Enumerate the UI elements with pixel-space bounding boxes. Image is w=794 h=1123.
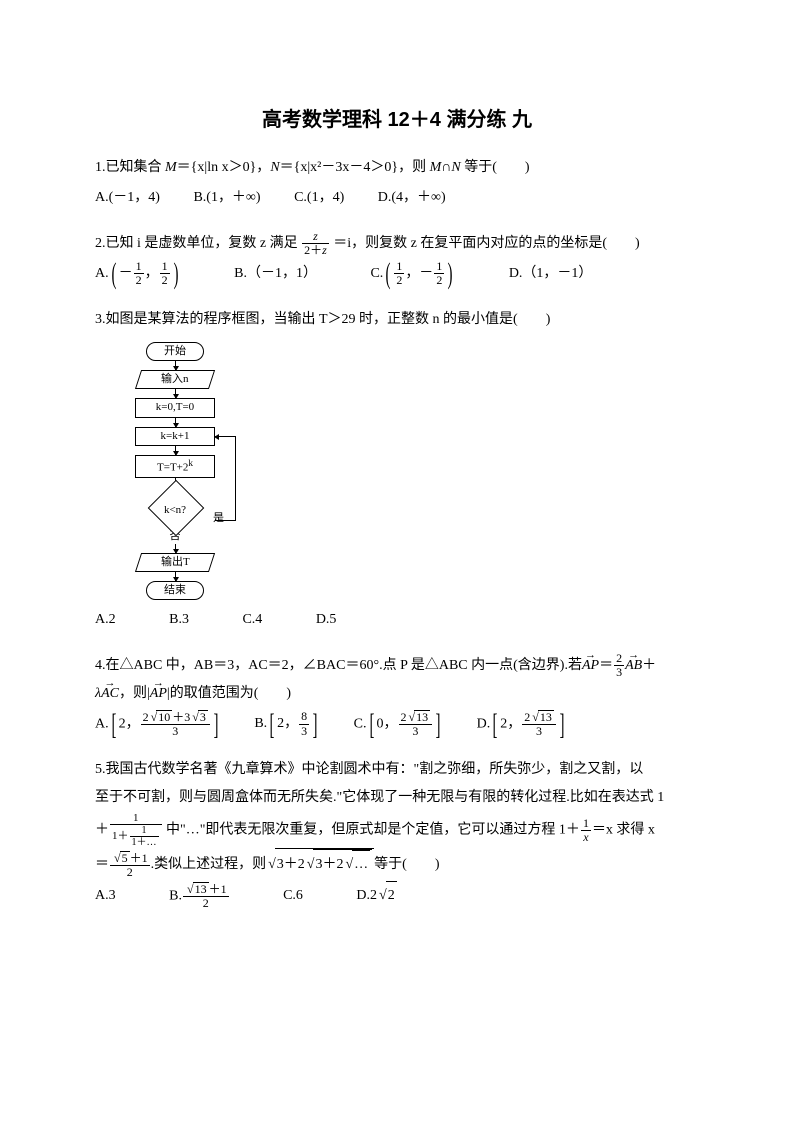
fc-start: 开始 — [146, 342, 204, 361]
q5-l4: ＝5＋12.类似上述过程，则3＋23＋2…等于( ) — [95, 848, 699, 879]
question-4: 4.在△ABC 中，AB＝3，AC＝2，∠BAC＝60°.点 P 是△ABC 内… — [95, 652, 699, 738]
text: ＝{x|ln x＞0}， — [177, 160, 271, 175]
fraction: z2＋z — [302, 230, 329, 257]
text: ＝{x|x²－3x－4＞0}，则 — [280, 160, 430, 175]
text: ＝i，则复数 z 在复平面内对应的点的坐标是( ) — [333, 236, 639, 251]
vector-AB: AB — [625, 652, 642, 680]
q5-options: A.3 B.13＋12 C.6 D.22 — [95, 881, 699, 910]
option-b: B.[2，83] — [254, 710, 320, 738]
q1-options: A.(－1，4) B.(1，＋∞) C.(1，4) D.(4，＋∞) — [95, 184, 699, 212]
option-c: C.(12，－12) — [370, 260, 455, 288]
q2-stem: 2.已知 i 是虚数单位，复数 z 满足 z2＋z ＝i，则复数 z 在复平面内… — [95, 230, 699, 258]
vector-AC: AC — [101, 680, 119, 708]
fc-output: 输出T — [135, 553, 215, 572]
option-a: A.[2，210＋333] — [95, 710, 221, 738]
arrow-icon — [175, 446, 176, 455]
nested-radical: 3＋23＋2… — [266, 848, 374, 879]
option-d: D.[2，2133] — [477, 710, 567, 738]
arrow-icon — [175, 544, 176, 553]
page-title: 高考数学理科 12＋4 满分练 九 — [95, 100, 699, 140]
fc-process-1: k=0,T=0 — [135, 398, 215, 417]
num: z — [302, 230, 329, 244]
fc-decision: k<n? — [148, 487, 202, 527]
fc-input: 输入n — [135, 370, 215, 389]
arrow-icon — [175, 389, 176, 398]
option-c: C.6 — [283, 882, 303, 910]
option-a: A.3 — [95, 882, 116, 910]
fc-process-2: k=k+1 — [135, 427, 215, 446]
option-d: D.（1，－1） — [509, 260, 593, 288]
option-a: A.2 — [95, 606, 116, 634]
q3-options: A.2 B.3 C.4 D.5 — [95, 606, 699, 634]
option-d: D.5 — [316, 606, 337, 634]
question-5: 5.我国古代数学名著《九章算术》中论割圆术中有："割之弥细，所失弥少，割之又割，… — [95, 756, 699, 910]
text: 1.已知集合 — [95, 160, 165, 175]
text: 2.已知 i 是虚数单位，复数 z 满足 — [95, 236, 298, 251]
question-1: 1.已知集合 M＝{x|ln x＞0}，N＝{x|x²－3x－4＞0}，则 M∩… — [95, 154, 699, 212]
option-c: C.4 — [242, 606, 262, 634]
text: ∩ — [441, 160, 451, 175]
text: 等于( ) — [461, 160, 530, 175]
var-M: M — [165, 160, 177, 175]
fc-end: 结束 — [146, 581, 204, 600]
option-c: C.(1，4) — [294, 184, 344, 212]
den: 2＋z — [302, 244, 329, 257]
page: 高考数学理科 12＋4 满分练 九 1.已知集合 M＝{x|ln x＞0}，N＝… — [0, 0, 794, 988]
fc-loop-anchor: k=k+1 T=T+2k k<n? 是 — [105, 427, 245, 527]
q4-options: A.[2，210＋333] B.[2，83] C.[0，2133] D.[2，2… — [95, 710, 699, 738]
text: 4.在△ABC 中，AB＝3，AC＝2，∠BAC＝60°.点 P 是△ABC 内… — [95, 658, 582, 673]
option-b: B.(1，＋∞) — [193, 184, 260, 212]
option-c: C.[0，2133] — [354, 710, 443, 738]
q5-l1: 5.我国古代数学名著《九章算术》中论割圆术中有："割之弥细，所失弥少，割之又割，… — [95, 756, 699, 784]
arrow-icon — [175, 418, 176, 427]
option-a: A.(－12，12) — [95, 260, 181, 288]
option-b: B.3 — [169, 606, 189, 634]
arrow-icon — [175, 572, 176, 581]
var-M: M — [430, 160, 442, 175]
q4-stem-l2: λAC，则|AP|的取值范围为( ) — [95, 680, 699, 708]
q3-stem: 3.如图是某算法的程序框图，当输出 T＞29 时，正整数 n 的最小值是( ) — [95, 306, 699, 334]
continued-fraction: 11＋11＋… — [110, 812, 162, 848]
var-N: N — [270, 160, 279, 175]
option-a: A.(－1，4) — [95, 184, 160, 212]
q2-options: A.(－12，12) B.（－1，1） C.(12，－12) D.（1，－1） — [95, 260, 699, 288]
vector-AP: AP — [150, 680, 167, 708]
option-b: B.13＋12 — [169, 882, 229, 910]
option-b: B.（－1，1） — [234, 260, 317, 288]
option-d: D.(4，＋∞) — [378, 184, 446, 212]
option-d: D.22 — [356, 881, 396, 910]
question-3: 3.如图是某算法的程序框图，当输出 T＞29 时，正整数 n 的最小值是( ) … — [95, 306, 699, 634]
fc-process-3: T=T+2k — [135, 455, 215, 478]
arrow-icon — [175, 361, 176, 370]
q5-l3: ＋11＋11＋… 中"…"即代表无限次重复，但原式却是个定值，它可以通过方程 1… — [95, 812, 699, 848]
q4-stem-l1: 4.在△ABC 中，AB＝3，AC＝2，∠BAC＝60°.点 P 是△ABC 内… — [95, 652, 699, 680]
question-2: 2.已知 i 是虚数单位，复数 z 满足 z2＋z ＝i，则复数 z 在复平面内… — [95, 230, 699, 288]
vector-AP: AP — [582, 652, 599, 680]
var-N: N — [451, 160, 460, 175]
flowchart: 开始 输入n k=0,T=0 k=k+1 T=T+2k k<n? 是 否 输出T — [105, 342, 245, 600]
fc-yes-label: 是 — [213, 507, 224, 529]
q5-l2: 至于不可割，则与圆周盒体而无所失矣."它体现了一种无限与有限的转化过程.比如在表… — [95, 784, 699, 812]
q1-stem: 1.已知集合 M＝{x|ln x＞0}，N＝{x|x²－3x－4＞0}，则 M∩… — [95, 154, 699, 182]
